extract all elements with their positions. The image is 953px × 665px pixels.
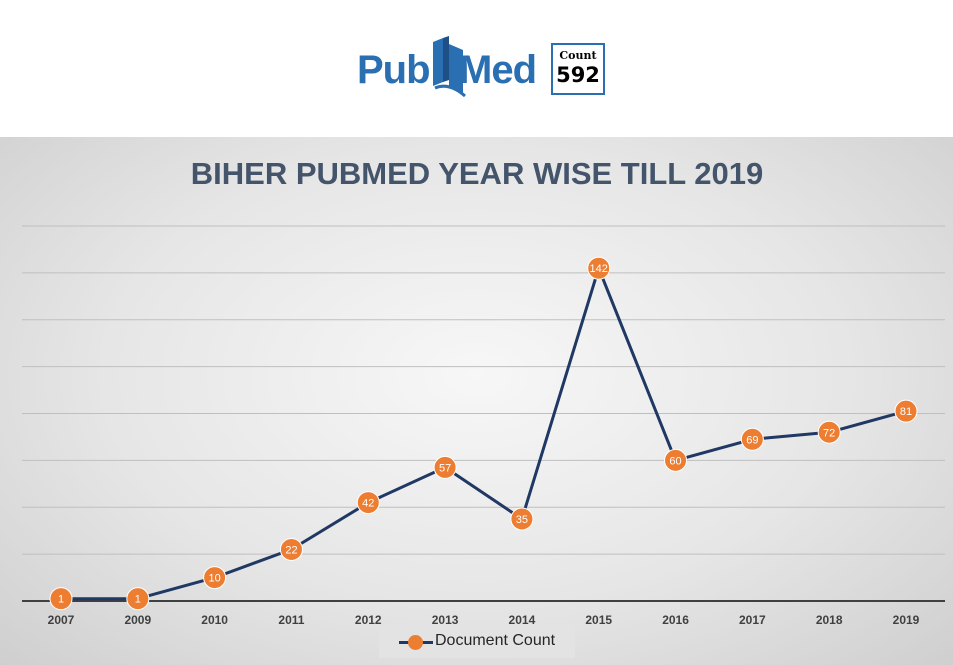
x-tick-label: 2017 <box>739 613 766 627</box>
data-label: 42 <box>362 498 374 510</box>
count-label: Count <box>559 49 597 62</box>
x-tick-labels: 2007 2009 2010 2011 2012 2013 2014 2015 2016 2017… <box>48 613 920 627</box>
x-tick-label: 2014 <box>509 613 536 627</box>
data-point: 1 <box>126 587 150 611</box>
data-label: 60 <box>669 455 681 467</box>
data-marker <box>356 491 380 515</box>
data-label: 142 <box>590 263 608 275</box>
data-point: 72 <box>817 420 841 444</box>
chart-title: BIHER PUBMED YEAR WISE TILL 2019 <box>191 156 763 191</box>
data-label: 22 <box>285 544 297 556</box>
x-tick-label: 2013 <box>432 613 459 627</box>
data-point: 60 <box>664 448 688 472</box>
x-tick-label: 2011 <box>278 613 304 627</box>
data-point: 42 <box>356 491 380 515</box>
logo-pub-text: Pub <box>357 48 431 92</box>
legend-marker-swatch <box>408 635 423 650</box>
data-point: 10 <box>203 566 227 590</box>
data-label: 1 <box>135 594 141 606</box>
data-label: 10 <box>209 573 221 585</box>
count-value: 592 <box>556 63 600 87</box>
count-badge: Count 592 <box>551 43 605 95</box>
data-point: 81 <box>894 399 918 423</box>
data-marker <box>817 420 841 444</box>
data-point: 35 <box>510 507 534 531</box>
x-tick-label: 2007 <box>48 613 75 627</box>
data-label: 81 <box>900 406 912 418</box>
data-label: 72 <box>823 427 835 439</box>
data-marker <box>49 587 73 611</box>
data-marker <box>279 537 303 561</box>
x-tick-label: 2018 <box>816 613 843 627</box>
data-label: 69 <box>746 434 758 446</box>
data-marker <box>894 399 918 423</box>
x-tick-label: 2016 <box>662 613 689 627</box>
data-marker <box>587 256 611 280</box>
data-marker <box>740 427 764 451</box>
x-tick-label: 2019 <box>893 613 920 627</box>
data-point: 69 <box>740 427 764 451</box>
data-marker <box>664 448 688 472</box>
data-point: 1 <box>49 587 73 611</box>
data-point: 22 <box>279 537 303 561</box>
x-tick-label: 2009 <box>124 613 151 627</box>
chart-area <box>0 137 953 665</box>
header: Pub Med Count 592 <box>0 0 953 137</box>
data-label: 35 <box>516 514 528 526</box>
gridlines <box>22 225 945 555</box>
data-point: 142 <box>587 256 611 280</box>
legend: Document Count <box>379 625 575 658</box>
x-tick-label: 2015 <box>585 613 612 627</box>
data-marker <box>126 587 150 611</box>
x-tick-label: 2012 <box>355 613 382 627</box>
pubmed-logo: Pub Med Count 592 <box>355 36 615 106</box>
data-marker <box>433 455 457 479</box>
markers: 1 1 10 22 42 57 35 142 60 69 72 81 <box>49 256 918 611</box>
x-tick-label: 2010 <box>201 613 228 627</box>
legend-series-label: Document Count <box>435 632 556 649</box>
data-point: 57 <box>433 455 457 479</box>
data-marker <box>510 507 534 531</box>
book-icon <box>433 36 466 98</box>
data-label: 1 <box>58 594 64 606</box>
data-label: 57 <box>439 462 451 474</box>
series-line <box>61 266 907 601</box>
data-marker <box>203 566 227 590</box>
logo-med-text: Med <box>459 48 537 92</box>
